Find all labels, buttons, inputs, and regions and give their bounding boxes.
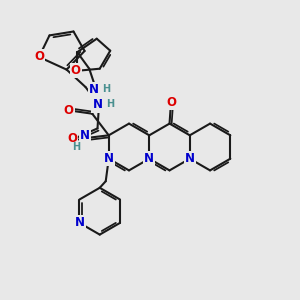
Text: N: N [89, 83, 99, 96]
Text: O: O [64, 104, 74, 117]
Text: O: O [34, 50, 44, 64]
Text: H: H [106, 99, 114, 109]
Text: O: O [71, 64, 81, 77]
Text: N: N [92, 98, 103, 112]
Text: H: H [103, 84, 111, 94]
Text: O: O [166, 95, 176, 109]
Text: O: O [67, 132, 77, 145]
Text: N: N [80, 129, 90, 142]
Text: N: N [185, 152, 195, 165]
Text: N: N [74, 216, 85, 230]
Text: N: N [104, 152, 114, 165]
Text: N: N [144, 152, 154, 165]
Text: H: H [72, 142, 80, 152]
